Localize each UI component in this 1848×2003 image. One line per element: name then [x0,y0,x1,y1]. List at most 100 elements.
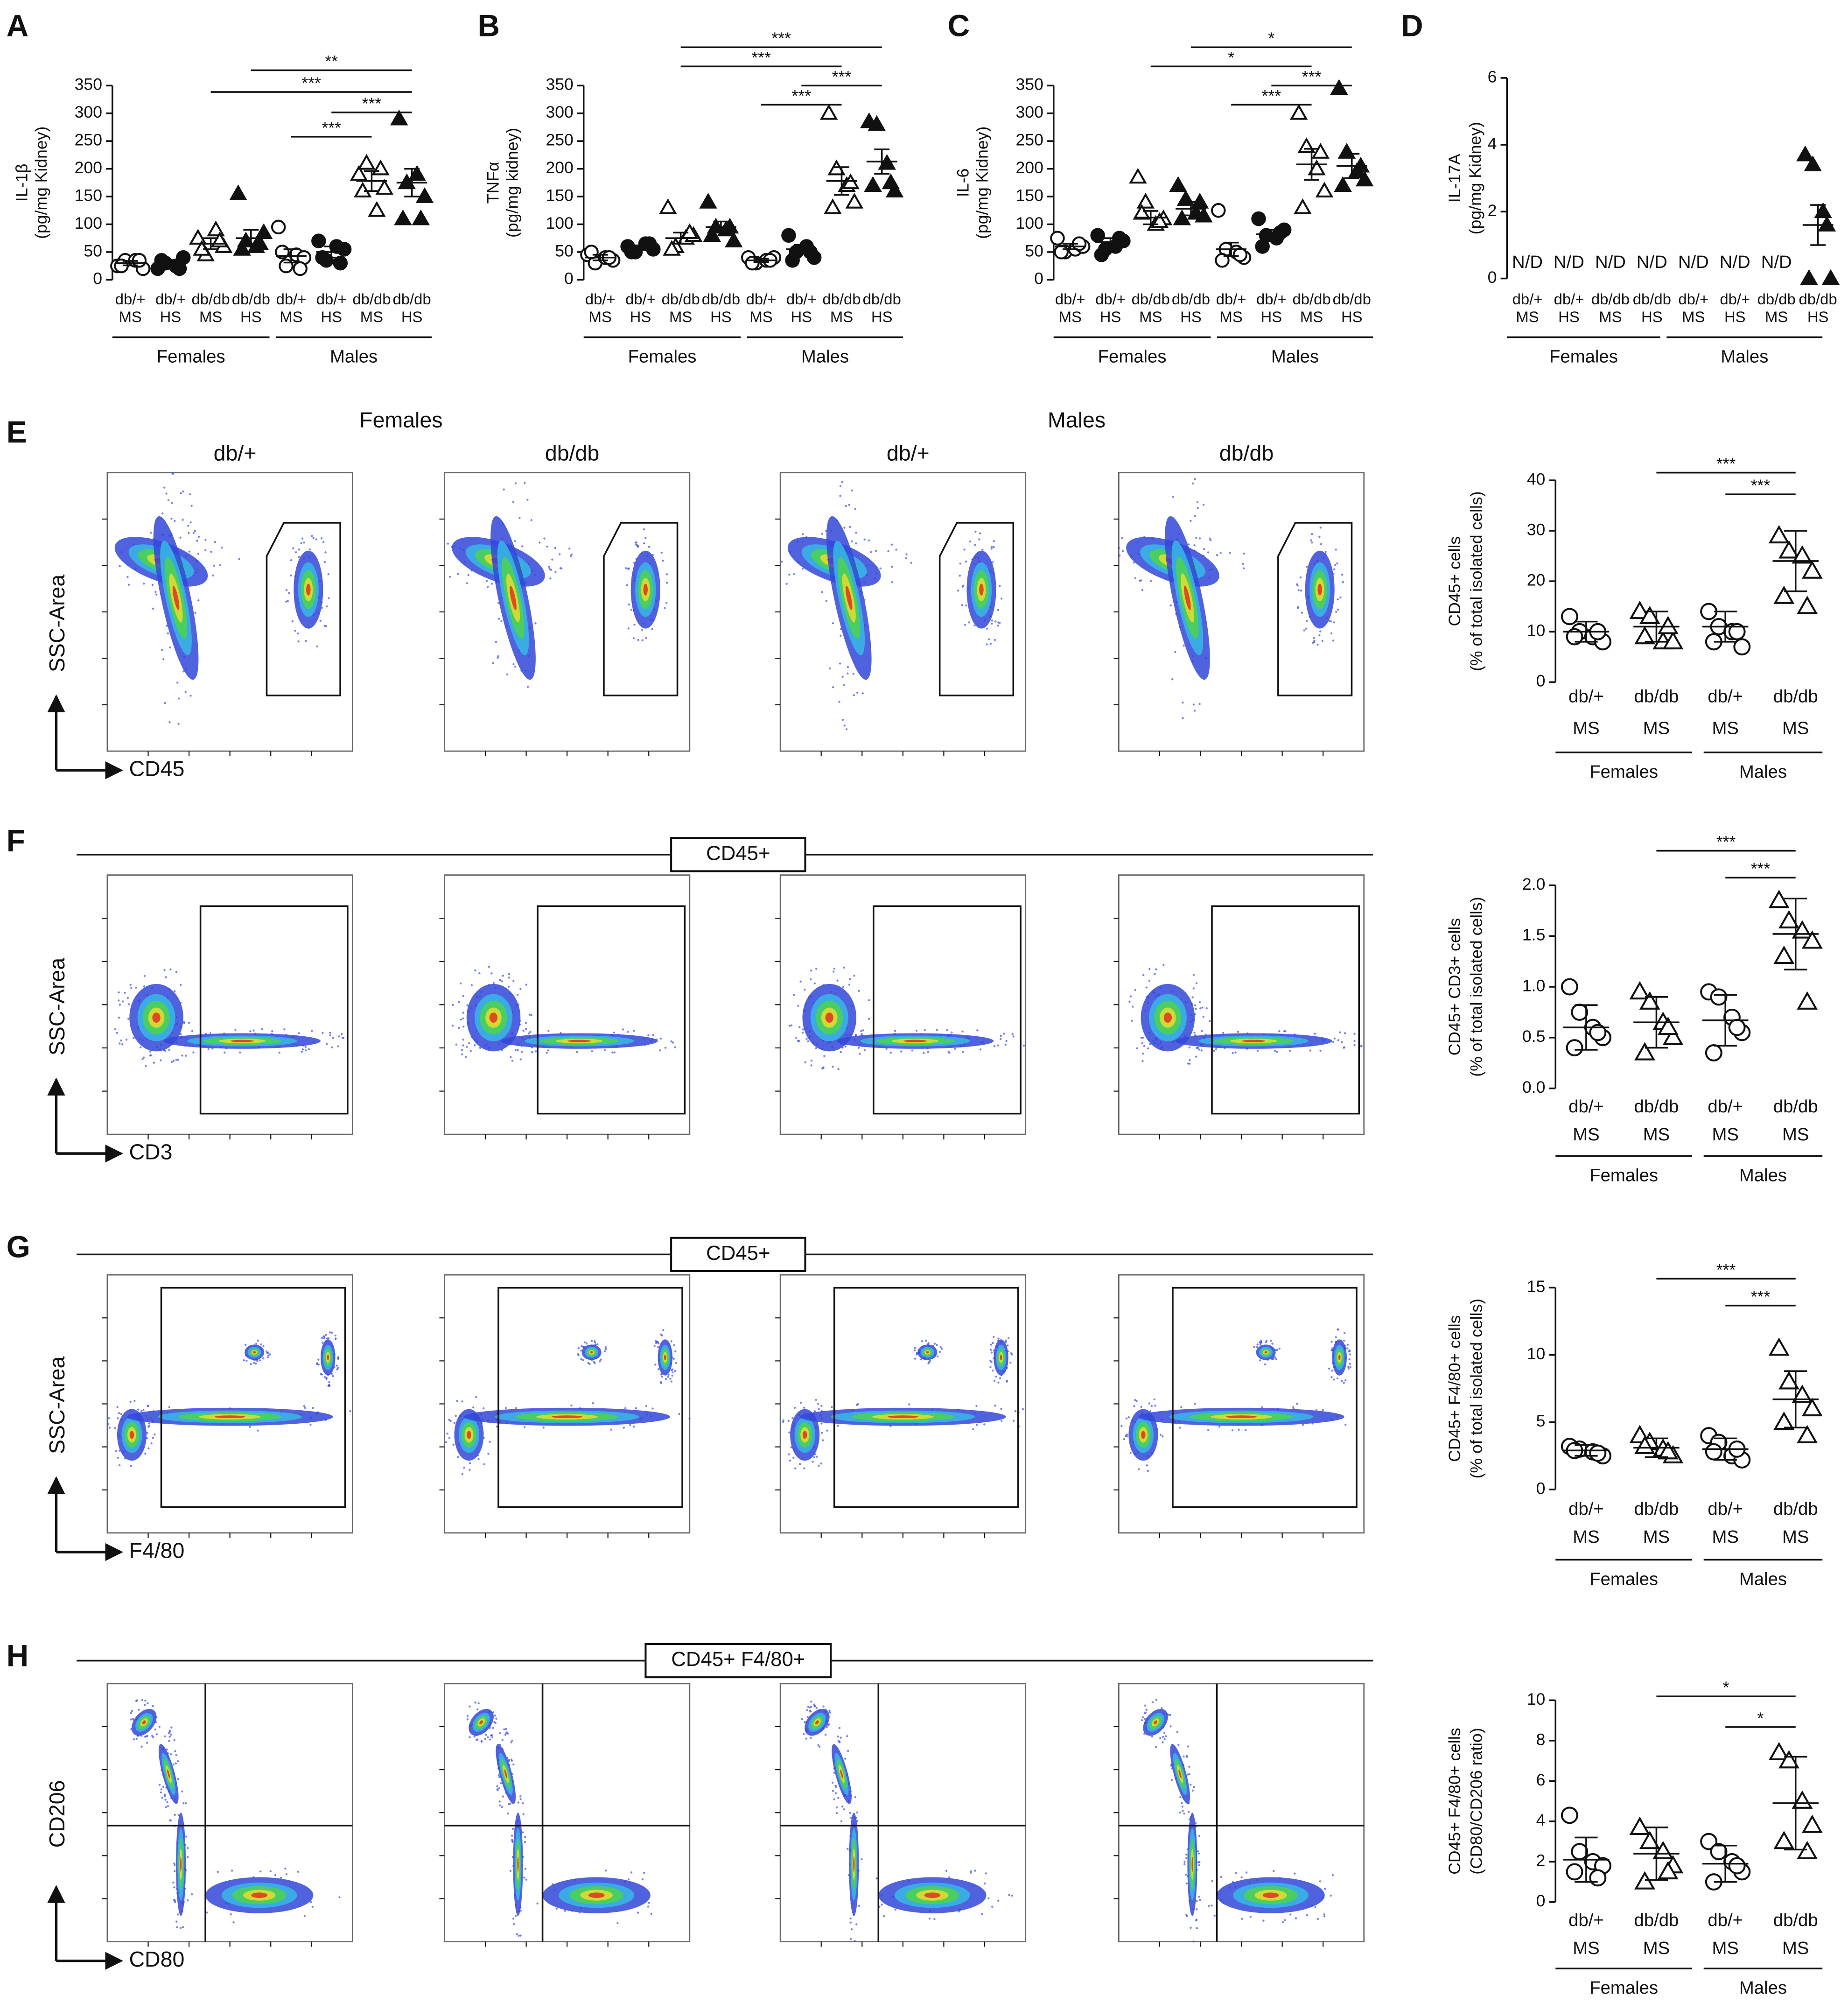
event-dot [510,1056,512,1058]
event-dot [611,1051,614,1054]
event-dot [927,1051,930,1053]
event-dot [1260,1339,1262,1342]
event-dot [1005,1341,1007,1343]
group-label: Females [1098,346,1167,366]
value-label: N/D [1720,252,1750,272]
event-dot [1276,1349,1278,1351]
event-dot [180,1033,182,1035]
event-dot [875,549,877,552]
event-dot [933,1342,936,1345]
event-dot [829,1711,831,1714]
event-dot [290,574,293,576]
data-point [1173,209,1191,225]
panel-letter: A [7,9,28,43]
event-dot [815,968,818,970]
event-dot [1314,1906,1316,1909]
event-dot [477,1458,480,1460]
x-tick-label: db/db [232,290,270,308]
event-dot [118,991,120,994]
event-dot [160,1791,162,1794]
event-dot [127,583,130,586]
event-dot [243,1359,245,1362]
event-dot [1145,1708,1148,1711]
data-point [1768,1337,1790,1356]
event-dot [1138,1468,1140,1470]
y-tick-label: 0 [1536,672,1546,690]
event-dot [349,1410,351,1413]
event-dot [974,1869,976,1872]
event-dot [150,1442,153,1445]
event-dot [590,1340,593,1342]
event-dot [1316,643,1319,646]
event-dot [492,662,494,665]
event-dot [513,540,516,542]
event-dot [1256,1343,1259,1346]
event-dot [1170,1779,1173,1781]
event-dot [633,624,636,626]
event-dot [849,1938,852,1940]
event-dot [245,1359,248,1362]
event-dot [168,1406,171,1408]
event-dot [895,548,897,551]
event-dot [483,1407,485,1410]
event-dot [127,1018,130,1020]
density-region [1141,1431,1146,1439]
event-dot [973,624,976,627]
event-dot [1141,1060,1144,1062]
event-dot [1194,1004,1197,1007]
x-tick-label: db/db [1634,1096,1679,1117]
event-dot [521,545,524,548]
event-dot [813,982,816,984]
event-dot [1196,501,1199,503]
event-dot [484,1738,487,1740]
flow-x-label: CD3 [129,1139,172,1164]
event-dot [659,1381,662,1384]
event-dot [146,1437,148,1440]
event-dot [1205,1007,1208,1010]
event-dot [489,1738,491,1741]
event-dot [810,1060,813,1062]
event-dot [674,1046,677,1048]
event-dot [158,1726,161,1728]
event-dot [502,1795,504,1798]
event-dot [625,567,627,569]
data-point [390,109,408,126]
event-dot [328,1337,330,1340]
event-dot [473,1044,476,1047]
event-dot [1316,1918,1319,1920]
data-point [1561,1806,1578,1824]
event-dot [456,1400,458,1402]
event-dot [514,1049,517,1052]
data-point [721,218,739,234]
event-dot [514,665,517,668]
event-dot [507,1803,510,1806]
event-dot [637,545,639,548]
event-dot [1007,1337,1010,1340]
event-dot [1182,702,1184,704]
event-dot [143,975,146,977]
event-dot [303,1915,306,1917]
event-dot [849,1812,852,1814]
event-dot [1012,1035,1015,1038]
event-dot [1128,1000,1131,1003]
event-dot [846,1735,848,1737]
event-dot [519,1934,522,1937]
event-dot [1133,1405,1135,1407]
x-tick-label: MS [1712,718,1738,738]
y-axis-label: (% of total isolated cells) [1467,1299,1486,1478]
event-dot [139,1046,142,1048]
data-point [724,232,743,247]
column-header: db/+ [887,441,930,465]
y-tick-label: 1.0 [1522,976,1545,995]
event-dot [310,1901,312,1903]
event-dot [321,1342,324,1344]
data-point [353,182,372,198]
event-dot [807,1706,810,1708]
data-point [1639,1831,1660,1849]
data-point [1136,193,1155,209]
event-dot [498,1787,501,1790]
event-dot [1344,1032,1346,1034]
y-tick-label: 50 [555,241,574,260]
data-point [1255,239,1270,254]
y-axis-label: (pg/mg kidney) [503,128,522,238]
